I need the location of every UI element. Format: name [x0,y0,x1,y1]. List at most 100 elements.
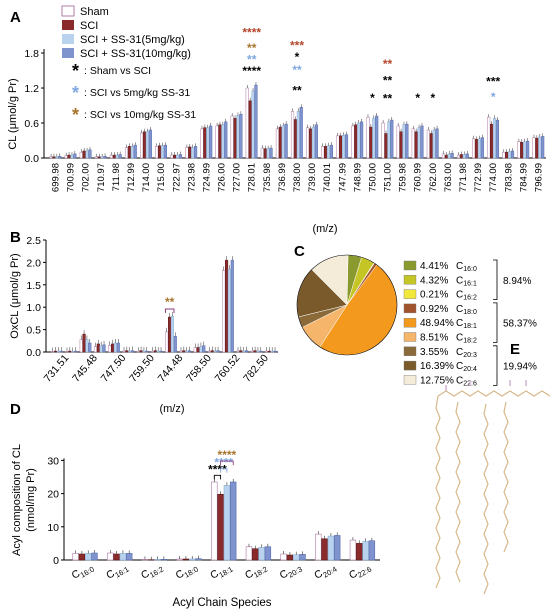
pie-legend-pct: 12.75% [420,375,454,386]
panel-d-y-label-line1: Acyl composition of CL [11,444,23,556]
panel-b-bar [111,343,115,353]
panel-a-bar [49,156,53,159]
panel-a-significance: ** [383,57,393,71]
panel-b-x-tick-label: 731.51 [42,352,72,384]
panel-b-bar [250,350,254,353]
panel-a-bar [55,156,59,159]
panel-a-bar [414,131,418,159]
panel-a-bar [354,124,358,159]
panel-b-bar [139,350,143,353]
panel-a-x-tick-label: 762.00 [428,163,439,192]
panel-a-bar [435,128,439,159]
pie-legend-pct: 48.94% [420,318,454,329]
panel-a-bar [293,119,298,159]
panel-d-chart: 0 10 20 30 Acyl composition of CL (nmol/mg Pr… [11,444,380,609]
panel-a-bar [103,156,107,159]
panel-a-bar [505,151,509,159]
panel-d-bar [356,543,363,561]
panel-d-significance: **** [214,456,233,470]
structure-phosphate [445,380,527,391]
panel-a-bar [112,154,116,159]
pie-outline [296,254,398,356]
panel-a-bar [148,129,152,159]
panel-d-bar [91,552,98,561]
panel-d-x-tick-label: C22:6 [347,560,373,583]
panel-a-bar [88,149,92,159]
panel-b-bar [122,350,126,353]
panel-b-bar [73,350,78,353]
panel-a-bar [130,146,134,159]
panel-a-significance: ** [383,92,393,106]
panel-b-bar [142,350,146,353]
panel-d-bar [258,547,265,561]
panel-d-x-tick-label: C18:2 [243,560,269,583]
panel-a-bar [155,146,159,159]
panel-a-bar [133,144,137,159]
pie-group-bracket [493,302,498,343]
panel-b-bar [239,350,243,353]
panel-a-y-tick-label: 1.8 [24,48,39,60]
panel-a-x-tick-label: 699.98 [51,163,62,192]
panel-a-bar [372,118,376,159]
pie-legend-swatch [403,332,417,342]
panel-a-bar [58,156,62,159]
panel-a-bar [236,115,240,159]
panel-a-bar [251,90,255,159]
pie-legend-label: C18:1 [456,318,477,330]
panel-d-bar [119,553,127,561]
panel-d-bar [113,553,120,561]
panel-a-bar [329,144,334,159]
panel-b-bar [267,350,271,353]
panel-b-bar [153,350,157,353]
legend: Sham SCI SCI + SS-31(5mg/kg) SCI + SS-31… [61,5,196,125]
panel-d-bar [321,538,328,561]
panel-a-bar [218,124,222,159]
panel-a-bar [206,127,210,159]
panel-a-bar [495,119,500,159]
panel-a-bar [390,119,394,159]
structure-chain-4 [503,401,509,553]
panel-d-bar [160,559,168,561]
panel-a-bar [526,140,530,159]
panel-b-significance: ** [165,295,175,309]
panel-a-bar [311,126,316,159]
panel-a-bar [502,151,506,159]
panel-d-bar [230,481,237,561]
panel-b-bar [185,350,189,353]
panel-a-significance: ** [247,53,257,67]
legend-label-sci: SCI [80,20,98,32]
panel-b-bar [128,350,132,353]
panel-b-bar [225,259,229,353]
panel-b-bar [93,346,98,353]
panel-a-bar [64,155,68,159]
panel-b-bar [202,345,206,353]
pie-legend-pct: 8.51% [420,333,448,344]
panel-a-bar [230,115,234,159]
panel-a-bar [94,156,98,159]
panel-a-bar [342,135,346,159]
panel-a-bar [477,138,482,159]
panel-b-x-label: (m/z) [159,403,184,415]
pie-group-pct: 8.94% [503,276,531,287]
panel-a-bar [399,131,403,159]
panel-b-bar [242,350,246,353]
panel-a-x-tick-label: 726.00 [217,163,228,192]
panel-a-bar [178,154,183,159]
panel-a-bar [459,154,464,159]
legend-swatch-sham [61,5,75,17]
panel-d-bar [280,553,287,561]
panel-b-bar [156,350,160,353]
pie-legend-pct: 4.41% [420,261,448,272]
panel-a-bar [450,153,454,159]
panel-d-bar [264,546,272,561]
panel-a-bar [67,154,71,159]
panel-b-bar [88,342,92,353]
panel-a-bar [465,153,469,159]
panel-a-bar [191,147,195,159]
panel-b-bar [136,350,140,353]
panel-b-bar [130,350,135,353]
panel-b-x-tick-label: 747.50 [99,352,129,384]
panel-a-x-tick-label: 760.99 [413,163,424,192]
panel-a-x-tick-label: 739.00 [307,163,318,192]
panel-a-bar [387,121,391,159]
